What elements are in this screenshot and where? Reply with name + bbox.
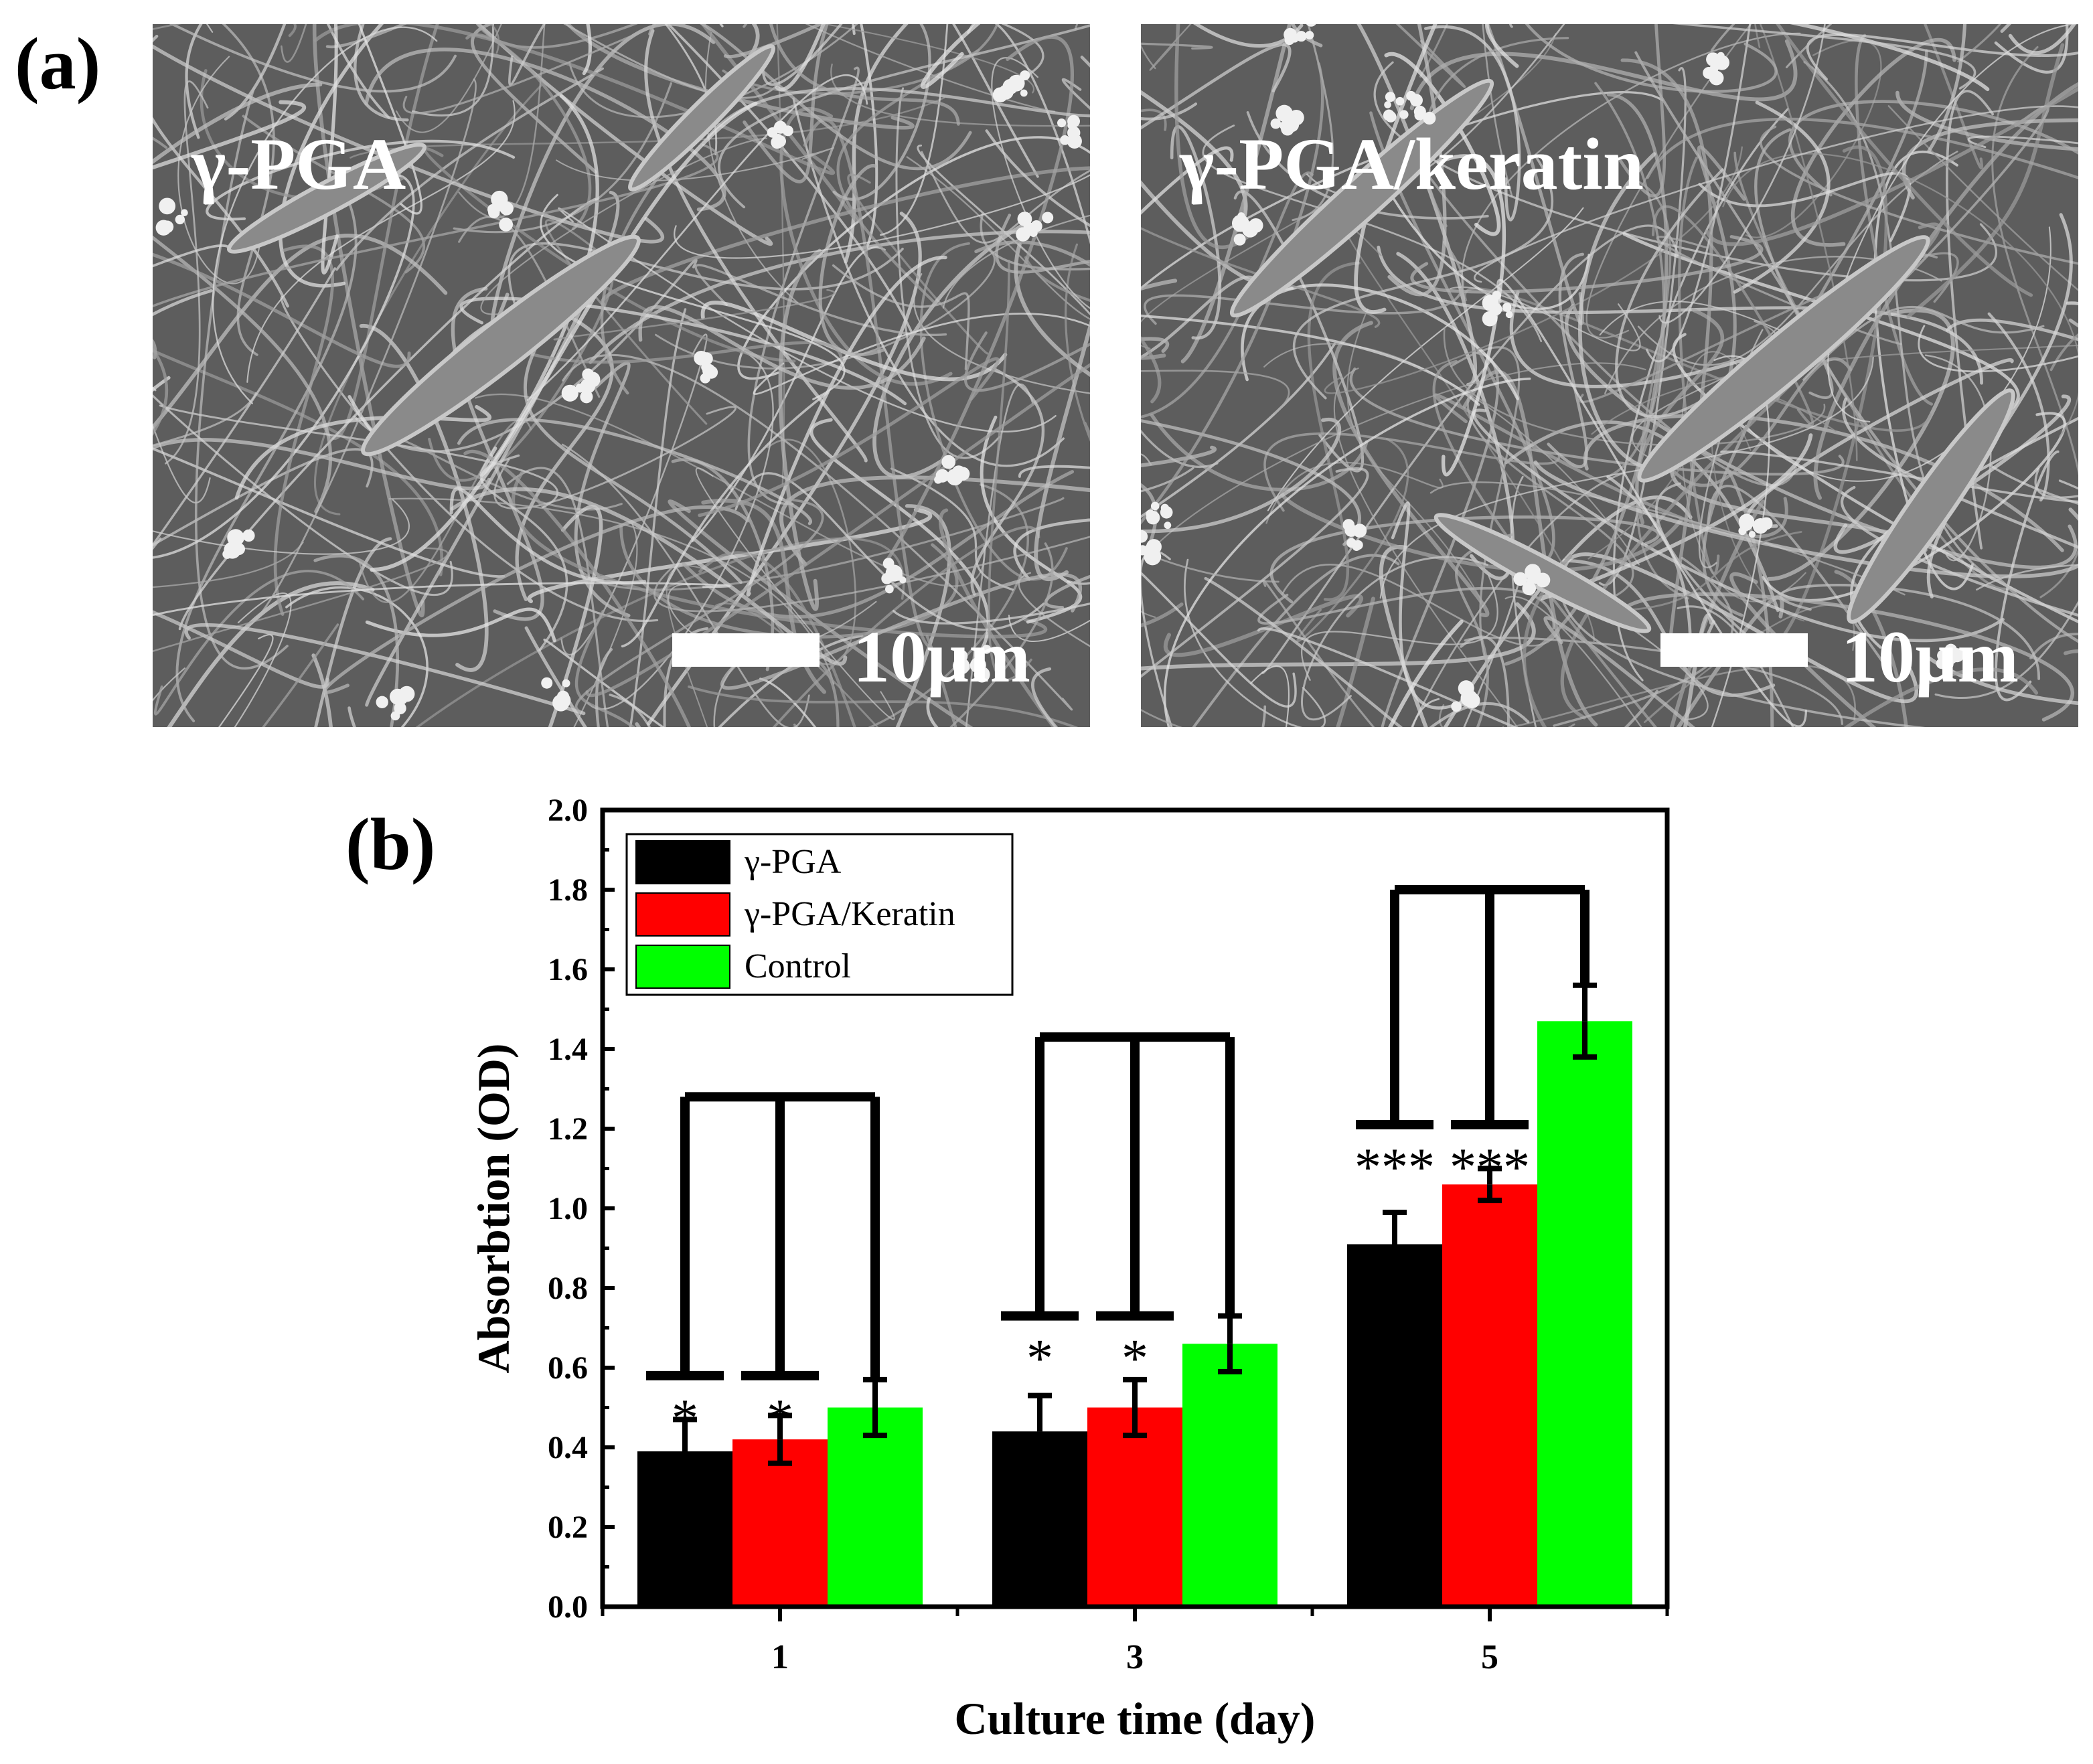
- sem-image-title: γ-PGA/keratin: [1180, 123, 1644, 205]
- error-bar: [768, 1413, 792, 1440]
- x-tick-label: 1: [771, 1638, 789, 1676]
- sem-image-gpga: γ-PGA 10µm: [153, 24, 1090, 727]
- error-bar-lower: [1218, 1344, 1242, 1374]
- panel-a-label: (a): [15, 23, 101, 104]
- panel-b-label: (b): [345, 803, 436, 885]
- scale-bar: [672, 633, 820, 667]
- error-bar-lower: [1028, 1431, 1052, 1470]
- bar-control-day-3: [1182, 1344, 1277, 1607]
- bar-gpga-keratin-day-5: [1442, 1184, 1537, 1607]
- significance-marker: *: [767, 1389, 793, 1448]
- sem-image-title: γ-PGA: [191, 123, 406, 205]
- error-bar: [1573, 982, 1597, 1022]
- x-tick-label: 3: [1126, 1638, 1144, 1676]
- error-bar-lower: [863, 1407, 887, 1439]
- y-axis-title: Absorbtion (OD): [468, 1043, 519, 1373]
- bar-control-day-5: [1537, 1021, 1632, 1607]
- bars: [637, 1021, 1632, 1607]
- legend-label: Control: [745, 947, 851, 985]
- legend-swatch: [635, 945, 730, 989]
- y-tick-label: 1.8: [548, 872, 588, 908]
- y-tick-label: 2.0: [548, 797, 588, 828]
- y-tick-label: 0.2: [548, 1510, 588, 1545]
- error-bars: [673, 982, 1597, 1486]
- significance-brackets: * ** **** ***: [646, 885, 1590, 1448]
- bar-control-day-1: [828, 1407, 923, 1607]
- error-bar-lower: [1573, 1021, 1597, 1060]
- nanofiber-texture: [1141, 24, 2078, 727]
- error-bar: [1478, 1166, 1502, 1185]
- legend: γ-PGA γ-PGA/Keratin Control: [625, 833, 1014, 996]
- bar-chart: * ** **** *** 0.00.20.40.60.81.01.21.41.61.…: [468, 797, 1670, 1744]
- significance-marker: *: [1121, 1330, 1148, 1388]
- scale-bar: [1660, 633, 1808, 667]
- significance-marker: ***: [1450, 1138, 1530, 1197]
- scale-bar-label: 10µm: [853, 616, 1031, 698]
- y-tick-label: 0.8: [548, 1271, 588, 1306]
- scale-bar-label: 10µm: [1841, 616, 2019, 698]
- y-tick-label: 0.0: [548, 1589, 588, 1625]
- error-bar: [1123, 1376, 1147, 1408]
- error-bar: [673, 1417, 697, 1451]
- sem-image-gpga-keratin: γ-PGA/keratin 10µm: [1141, 24, 2078, 727]
- significance-marker: *: [1026, 1330, 1053, 1388]
- error-bar: [1383, 1209, 1407, 1245]
- y-tick-label: 1.4: [548, 1032, 588, 1067]
- error-bar: [863, 1376, 887, 1408]
- error-bar: [1218, 1313, 1242, 1344]
- significance-marker: ***: [1354, 1138, 1435, 1197]
- legend-label: γ-PGA: [744, 843, 842, 881]
- significance-marker: *: [672, 1389, 698, 1448]
- nanofiber-texture: [153, 24, 1090, 727]
- y-tick-label: 1.0: [548, 1191, 588, 1226]
- legend-label: γ-PGA/Keratin: [744, 895, 955, 933]
- error-bar-lower: [1478, 1184, 1502, 1204]
- error-bar-lower: [768, 1439, 792, 1466]
- y-tick-label: 1.2: [548, 1111, 588, 1147]
- x-tick-label: 5: [1481, 1638, 1498, 1676]
- error-bar-lower: [673, 1451, 697, 1486]
- error-bar-lower: [1123, 1407, 1147, 1439]
- y-tick-label: 1.6: [548, 952, 588, 987]
- bar-gpga-keratin-day-1: [732, 1439, 828, 1607]
- x-axis-title: Culture time (day): [955, 1693, 1316, 1744]
- axes: 0.0 0.2 0.4 0.6 0.8 1.0 1.2 1.4 1.6 1.8 2.0 1 3 5: [548, 797, 1669, 1676]
- bar-gpga-day-5: [1347, 1244, 1442, 1607]
- legend-swatch: [635, 840, 730, 884]
- y-tick-label: 0.6: [548, 1350, 588, 1386]
- y-tick-label: 0.4: [548, 1430, 588, 1465]
- legend-swatch: [635, 892, 730, 937]
- error-bar-lower: [1383, 1244, 1407, 1279]
- error-bar: [1028, 1392, 1052, 1432]
- bar-gpga-keratin-day-3: [1087, 1407, 1182, 1607]
